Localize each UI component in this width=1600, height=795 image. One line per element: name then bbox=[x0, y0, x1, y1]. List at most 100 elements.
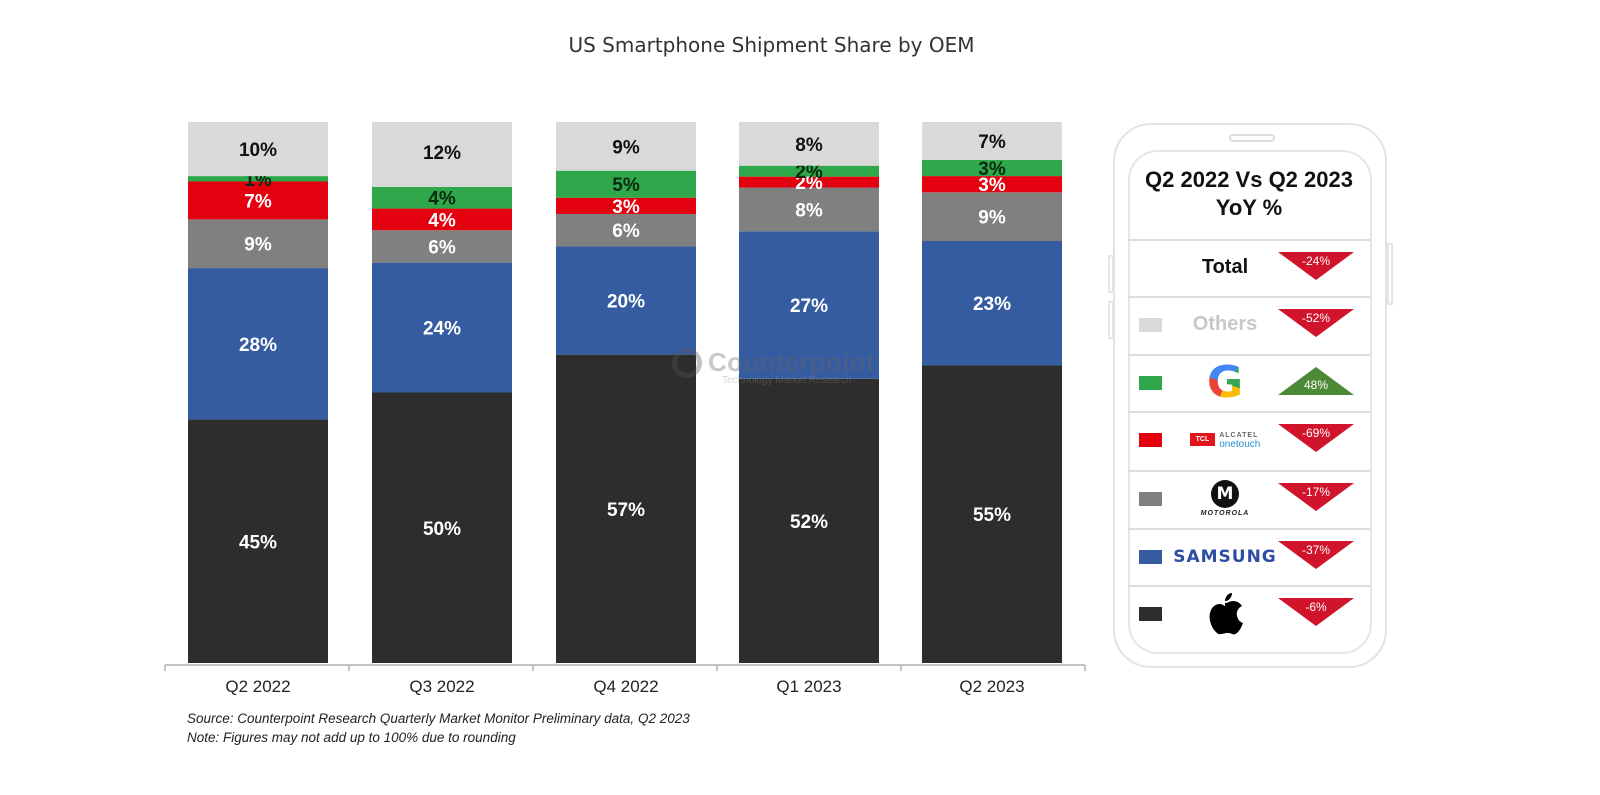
data-label: 6% bbox=[428, 237, 456, 258]
legend-swatch-google bbox=[1139, 376, 1162, 390]
legend-swatch-others bbox=[1139, 318, 1162, 332]
down-triangle-icon: -6% bbox=[1278, 598, 1354, 626]
bar-segment-tcl-alcatel bbox=[556, 197, 696, 214]
google-logo-icon: G bbox=[1206, 356, 1244, 408]
bar-segment-apple bbox=[922, 365, 1062, 663]
data-label: 7% bbox=[978, 132, 1006, 153]
yoy-change-value: 48% bbox=[1304, 378, 1328, 392]
phone-volume-button bbox=[1108, 255, 1114, 293]
bar-segment-others bbox=[372, 122, 512, 187]
data-label: 57% bbox=[607, 500, 645, 521]
legend-swatch-tcl bbox=[1139, 433, 1162, 447]
bar-segment-samsung bbox=[188, 268, 328, 420]
data-label: 24% bbox=[423, 319, 461, 340]
data-label: 9% bbox=[612, 137, 640, 158]
bar-segment-samsung bbox=[556, 246, 696, 355]
yoy-title-line1: Q2 2022 Vs Q2 2023 bbox=[1145, 167, 1353, 192]
legend-swatch-apple bbox=[1139, 607, 1162, 621]
x-tick-label: Q2 2022 bbox=[225, 677, 290, 696]
row-divider bbox=[1128, 470, 1370, 472]
brand-cell: G bbox=[1170, 354, 1280, 411]
data-label: 9% bbox=[244, 235, 272, 256]
yoy-change-badge: -52% bbox=[1276, 308, 1356, 338]
yoy-row-samsung: SAMSUNG -37% bbox=[1128, 528, 1370, 585]
x-tick-label: Q3 2022 bbox=[409, 677, 474, 696]
bars-group: 45%28%9%7%1%10%50%24%6%4%4%12%57%20%6%3%… bbox=[188, 122, 1062, 663]
data-label: 3% bbox=[978, 159, 1006, 180]
bar-segment-motorola bbox=[922, 192, 1062, 242]
samsung-logo-icon: SAMSUNG bbox=[1173, 546, 1277, 567]
brand-cell: SAMSUNG bbox=[1170, 528, 1280, 585]
row-divider bbox=[1128, 411, 1370, 413]
footnotes: Source: Counterpoint Research Quarterly … bbox=[187, 709, 690, 747]
yoy-row-total: Total -24% bbox=[1128, 239, 1370, 296]
yoy-change-badge: -37% bbox=[1276, 540, 1356, 570]
data-label: 2% bbox=[795, 162, 823, 183]
bar-stack: 50% 24% 6% 4%4% 12% bbox=[372, 122, 512, 663]
bar-segment-tcl-alcatel bbox=[922, 176, 1062, 193]
bar-segment-samsung bbox=[922, 241, 1062, 366]
bar-segment-apple bbox=[188, 419, 328, 663]
bar-segment-google bbox=[188, 176, 328, 182]
bar-segment-others bbox=[922, 122, 1062, 160]
data-label: 23% bbox=[973, 294, 1011, 315]
data-label: 27% bbox=[790, 296, 828, 317]
bar-stack: 52% 27% 8% 2%2% 8% bbox=[739, 122, 879, 663]
triangle-shape bbox=[1278, 483, 1354, 511]
bar-segment-google bbox=[372, 186, 512, 209]
bar-segment-motorola bbox=[556, 213, 696, 247]
up-triangle-icon: 48% bbox=[1278, 367, 1354, 395]
yoy-change-value: -24% bbox=[1302, 254, 1330, 268]
bar-segment-google bbox=[556, 170, 696, 198]
data-label: 45% bbox=[239, 532, 277, 553]
data-label: 4% bbox=[428, 189, 456, 210]
row-divider bbox=[1128, 296, 1370, 298]
bar-segment-samsung bbox=[739, 231, 879, 379]
phone-volume-button-2 bbox=[1108, 301, 1114, 339]
yoy-row-google: G 48% bbox=[1128, 354, 1370, 411]
others-label: Others bbox=[1192, 313, 1258, 335]
phone-speaker bbox=[1229, 134, 1275, 142]
yoy-change-value: -37% bbox=[1302, 543, 1330, 557]
yoy-panel-title: Q2 2022 Vs Q2 2023 YoY % bbox=[1128, 166, 1370, 222]
bar-segment-google bbox=[739, 165, 879, 177]
alcatel-logo: ALCATEL onetouch bbox=[1219, 431, 1260, 450]
down-triangle-icon: -52% bbox=[1278, 309, 1354, 337]
yoy-title-line2: YoY % bbox=[1215, 195, 1283, 220]
bar-segment-tcl-alcatel bbox=[372, 208, 512, 231]
bar-stack: 45%28%9%7%1%10% bbox=[188, 122, 328, 663]
bar-segment-samsung bbox=[372, 262, 512, 393]
data-label: 2% bbox=[795, 173, 823, 194]
data-label: 8% bbox=[795, 200, 823, 221]
brand-cell: Others bbox=[1170, 296, 1280, 353]
data-label: 28% bbox=[239, 335, 277, 356]
down-triangle-icon: -24% bbox=[1278, 252, 1354, 280]
x-tick-label: Q2 2023 bbox=[959, 677, 1024, 696]
bar-segment-apple bbox=[372, 392, 512, 663]
triangle-shape bbox=[1278, 541, 1354, 569]
tcl-alcatel-logo-icon: TCL ALCATEL onetouch bbox=[1170, 411, 1280, 468]
bar-stack: 55% 23% 9% 3%3% 7% bbox=[922, 122, 1062, 663]
yoy-change-badge: -24% bbox=[1276, 251, 1356, 281]
bar-segment-motorola bbox=[188, 219, 328, 269]
yoy-change-badge: -17% bbox=[1276, 482, 1356, 512]
yoy-change-badge: -69% bbox=[1276, 423, 1356, 453]
x-tick-label: Q4 2022 bbox=[593, 677, 658, 696]
data-label: 4% bbox=[428, 210, 456, 231]
phone-power-button bbox=[1387, 243, 1393, 305]
bar-segment-tcl-alcatel bbox=[188, 181, 328, 220]
bar-segment-others bbox=[188, 122, 328, 177]
yoy-change-badge: -6% bbox=[1276, 597, 1356, 627]
brand-cell bbox=[1170, 585, 1280, 642]
yoy-row-apple: -6% bbox=[1128, 585, 1370, 642]
motorola-logo-icon: M MOTOROLA bbox=[1201, 480, 1250, 517]
row-divider bbox=[1128, 528, 1370, 530]
bar-segment-motorola bbox=[739, 187, 879, 232]
data-label: 12% bbox=[423, 143, 461, 164]
phone-screen bbox=[1128, 150, 1372, 654]
source-note: Source: Counterpoint Research Quarterly … bbox=[187, 711, 690, 726]
row-divider bbox=[1128, 585, 1370, 587]
data-label: 50% bbox=[423, 519, 461, 540]
yoy-change-value: -69% bbox=[1302, 426, 1330, 440]
chart-title: US Smartphone Shipment Share by OEM bbox=[568, 33, 975, 57]
